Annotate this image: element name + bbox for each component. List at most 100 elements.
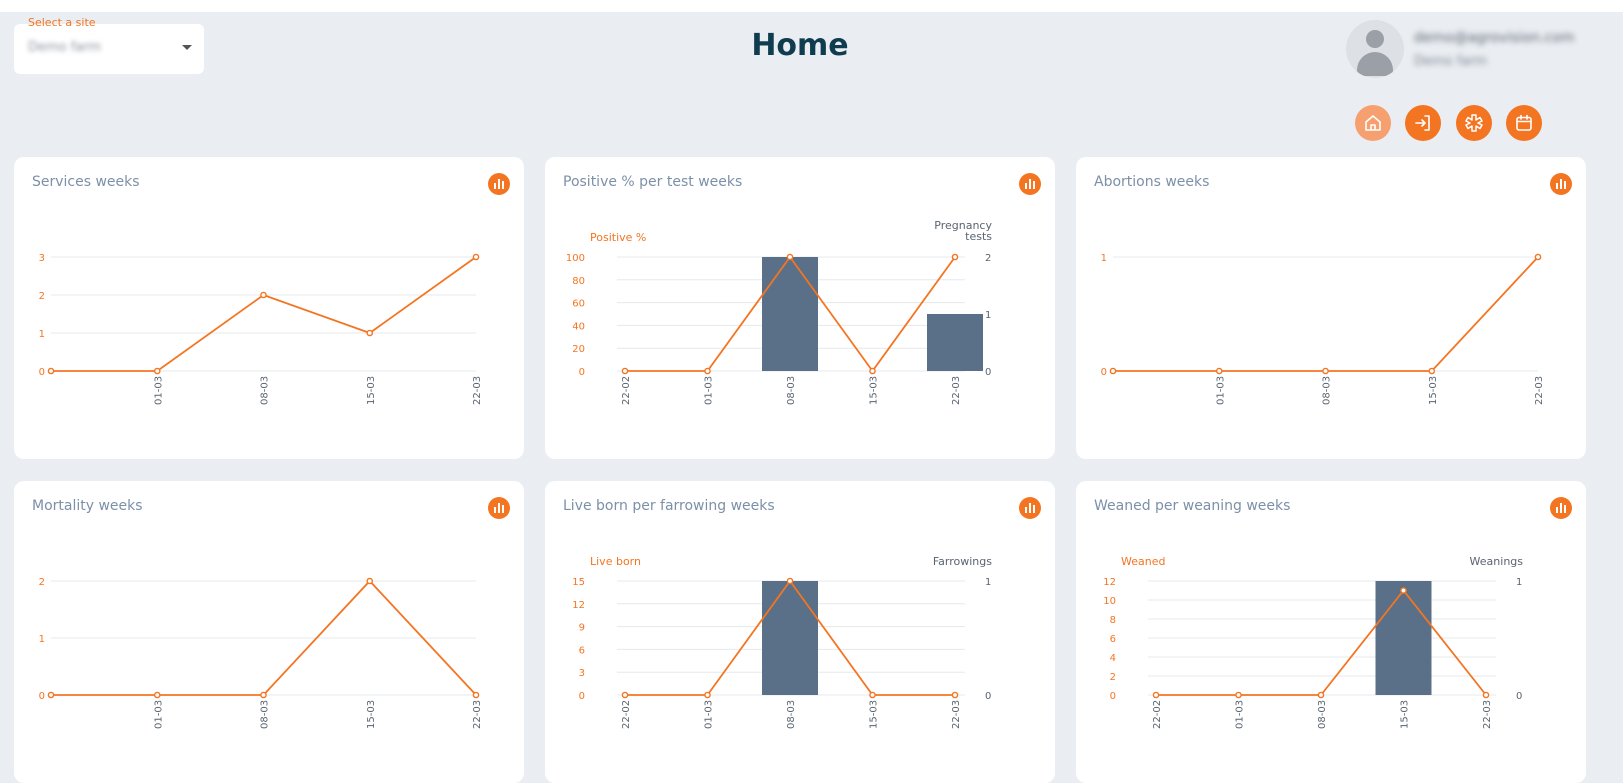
y-tick-label: 6 bbox=[579, 645, 585, 656]
chart-icon[interactable] bbox=[488, 173, 510, 195]
chart-icon[interactable] bbox=[1550, 497, 1572, 519]
data-point bbox=[869, 691, 876, 699]
chevron-down-icon[interactable] bbox=[182, 45, 192, 50]
data-point bbox=[260, 291, 267, 299]
x-tick-label: 22-03 bbox=[472, 700, 483, 729]
x-tick-label: 15-03 bbox=[366, 700, 377, 729]
x-tick-label: 22-03 bbox=[1534, 376, 1545, 405]
x-tick-label: 01-03 bbox=[704, 376, 715, 405]
user-name: Demo farm bbox=[1414, 54, 1488, 69]
card-weaned: Weaned per weaning weeks 0 2 4 6 8 10 12 0 1 Wean… bbox=[1076, 481, 1586, 783]
y-tick-label: 4 bbox=[1110, 653, 1116, 664]
home-icon bbox=[1365, 115, 1381, 131]
y-tick-label: 40 bbox=[572, 321, 585, 332]
avatar[interactable] bbox=[1346, 20, 1404, 78]
data-point bbox=[366, 577, 374, 585]
x-tick-label: 22-03 bbox=[951, 376, 962, 405]
data-point bbox=[47, 367, 55, 375]
data-point bbox=[1428, 367, 1436, 375]
card-positive-per-test: Positive % per test weeks 0 20 40 60 80 100 0 1… bbox=[545, 157, 1055, 459]
avatar-head bbox=[1366, 30, 1384, 48]
data-point bbox=[1109, 367, 1117, 375]
right-axis-label: Farrowings bbox=[933, 555, 992, 568]
data-point bbox=[1152, 691, 1160, 699]
y2-tick-label: 0 bbox=[985, 367, 991, 378]
data-point bbox=[951, 691, 959, 699]
live-born-chart: 0 3 6 9 12 15 0 1 Live born Farrowings 22-02 01-03 0… bbox=[572, 555, 992, 729]
left-axis-label: Weaned bbox=[1121, 555, 1165, 568]
data-point bbox=[869, 367, 876, 375]
data-point bbox=[472, 691, 480, 699]
x-tick-label: 08-03 bbox=[1322, 376, 1333, 405]
x-tick-label: 08-03 bbox=[786, 376, 797, 405]
login-button[interactable] bbox=[1405, 105, 1441, 141]
x-tick-label: 15-03 bbox=[366, 376, 377, 405]
site-selector-value[interactable]: Demo farm bbox=[28, 40, 102, 55]
data-point bbox=[366, 329, 374, 337]
home-button[interactable] bbox=[1355, 105, 1391, 141]
card-services: Services weeks 0 1 2 3 01-03 08-03 15-03 22-03 bbox=[14, 157, 524, 459]
y-tick-label: 12 bbox=[572, 600, 585, 611]
card-title: Positive % per test weeks bbox=[563, 174, 743, 190]
data-point bbox=[951, 253, 959, 261]
user-email: demo@agrovision.com bbox=[1414, 30, 1575, 46]
x-tick-label: 01-03 bbox=[704, 700, 715, 729]
y-tick-label: 8 bbox=[1110, 615, 1116, 626]
x-tick-label: 01-03 bbox=[1215, 376, 1226, 405]
x-tick-label: 22-03 bbox=[472, 376, 483, 405]
chart-icon[interactable] bbox=[1019, 497, 1041, 519]
right-axis-label: Pregnancy bbox=[934, 219, 992, 232]
data-point bbox=[47, 691, 55, 699]
y2-tick-label: 0 bbox=[1516, 691, 1522, 702]
data-point bbox=[260, 691, 267, 699]
data-point bbox=[1235, 691, 1242, 699]
top-strip bbox=[0, 0, 1623, 12]
card-title: Services weeks bbox=[32, 174, 140, 190]
data-point bbox=[1400, 587, 1407, 594]
left-axis-label: Positive % bbox=[590, 231, 646, 244]
y-tick-label: 6 bbox=[1110, 634, 1116, 645]
card-live-born: Live born per farrowing weeks 0 3 6 9 12 15 0 1… bbox=[545, 481, 1055, 783]
data-point bbox=[621, 367, 629, 375]
bar bbox=[927, 314, 983, 371]
medical-icon bbox=[1465, 114, 1483, 132]
medical-button[interactable] bbox=[1456, 105, 1492, 141]
chart-icon[interactable] bbox=[1550, 173, 1572, 195]
chart-icon[interactable] bbox=[488, 497, 510, 519]
x-tick-label: 15-03 bbox=[1428, 376, 1439, 405]
x-tick-label: 01-03 bbox=[153, 700, 164, 729]
y-tick-label: 2 bbox=[1110, 672, 1116, 683]
card-title: Live born per farrowing weeks bbox=[563, 498, 775, 514]
x-tick-label: 08-03 bbox=[1317, 700, 1328, 729]
x-tick-label: 08-03 bbox=[260, 376, 271, 405]
data-point bbox=[1215, 367, 1223, 375]
y-tick-label: 12 bbox=[1103, 577, 1116, 588]
data-point bbox=[153, 367, 161, 375]
y-tick-label: 10 bbox=[1103, 596, 1116, 607]
series-line bbox=[1156, 589, 1487, 696]
x-tick-label: 08-03 bbox=[786, 700, 797, 729]
series-line bbox=[1113, 256, 1539, 372]
y-tick-label: 1 bbox=[1101, 253, 1107, 264]
y-tick-label: 3 bbox=[39, 253, 45, 264]
calendar-button[interactable] bbox=[1506, 105, 1542, 141]
site-selector[interactable]: Select a site Demo farm bbox=[14, 16, 204, 74]
y-tick-label: 15 bbox=[572, 577, 585, 588]
right-axis-label-2: tests bbox=[965, 230, 992, 243]
x-tick-label: 01-03 bbox=[153, 376, 164, 405]
chart-icon[interactable] bbox=[1019, 173, 1041, 195]
x-tick-label: 22-03 bbox=[951, 700, 962, 729]
y-tick-label: 0 bbox=[579, 691, 585, 702]
right-axis-label: Weanings bbox=[1470, 555, 1524, 568]
y-tick-label: 1 bbox=[39, 634, 45, 645]
card-abortions: Abortions weeks 0 1 01-03 08-03 15-03 22-03 bbox=[1076, 157, 1586, 459]
y2-tick-label: 1 bbox=[1516, 577, 1522, 588]
card-title: Abortions weeks bbox=[1094, 174, 1210, 190]
y-tick-label: 0 bbox=[1101, 367, 1107, 378]
x-tick-label: 08-03 bbox=[260, 700, 271, 729]
x-tick-label: 15-03 bbox=[869, 376, 880, 405]
y2-tick-label: 1 bbox=[985, 310, 991, 321]
data-point bbox=[1482, 691, 1490, 699]
y-tick-label: 0 bbox=[579, 367, 585, 378]
